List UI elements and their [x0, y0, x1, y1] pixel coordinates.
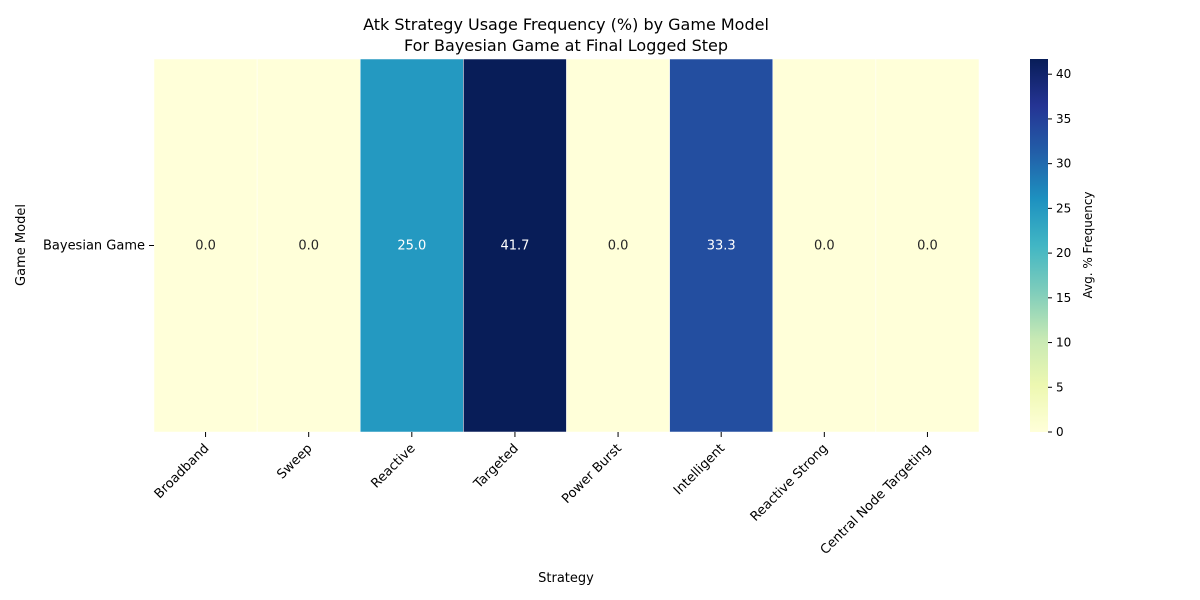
colorbar-tick-label: 35	[1056, 112, 1071, 126]
colorbar	[1030, 59, 1048, 432]
x-tick-label: Targeted	[471, 441, 522, 492]
cell-value-label: 0.0	[814, 239, 835, 254]
heatmap-cell	[256, 58, 361, 433]
x-tick-label: Power Burst	[559, 441, 625, 507]
y-axis-label: Game Model	[14, 204, 29, 286]
heatmap-cell	[669, 58, 773, 433]
x-tick-label: Reactive Strong	[748, 441, 831, 524]
cell-value-label: 0.0	[608, 239, 629, 254]
colorbar-label: Avg. % Frequency	[1081, 191, 1095, 298]
colorbar-ticks: 0 5 10 15 20 25 30 35 40	[1048, 67, 1071, 439]
x-tick-label: Central Node Targeting	[818, 441, 935, 558]
colorbar-tick-label: 25	[1056, 201, 1071, 215]
chart-subtitle: For Bayesian Game at Final Logged Step	[404, 36, 728, 55]
colorbar-tick-label: 30	[1056, 157, 1071, 171]
x-axis: Broadband Sweep Reactive Targeted Power Burs…	[152, 432, 935, 558]
chart-title: Atk Strategy Usage Frequency (%) by Game…	[363, 15, 769, 34]
x-tick-label: Reactive	[368, 441, 418, 491]
cell-value-label: 0.0	[298, 239, 319, 254]
cell-value-label: 41.7	[500, 239, 529, 254]
x-tick-label: Intelligent	[671, 441, 728, 498]
cell-value-label: 0.0	[195, 239, 216, 254]
heatmap-cell	[463, 58, 567, 433]
colorbar-tick-label: 5	[1056, 380, 1064, 394]
colorbar-tick-label: 15	[1056, 291, 1071, 305]
colorbar-tick-label: 40	[1056, 67, 1071, 81]
x-tick-label: Sweep	[274, 441, 315, 482]
x-tick-label: Broadband	[152, 441, 213, 502]
colorbar-tick-label: 0	[1056, 425, 1064, 439]
cell-value-label: 25.0	[397, 239, 426, 254]
heatmap-cell	[566, 58, 670, 433]
heatmap-cell	[772, 58, 877, 433]
heatmap-cells: 0.0 0.0 25.0 41.7 0.0 33.3 0.0 0.0	[153, 58, 980, 433]
heatmap-cell	[875, 58, 980, 433]
y-axis: Bayesian Game	[43, 239, 154, 254]
heatmap-cell	[360, 58, 464, 433]
x-axis-label: Strategy	[538, 571, 594, 586]
colorbar-tick-label: 20	[1056, 246, 1071, 260]
colorbar-tick-label: 10	[1056, 336, 1071, 350]
y-tick-label: Bayesian Game	[43, 239, 145, 254]
cell-value-label: 33.3	[707, 239, 736, 254]
cell-value-label: 0.0	[917, 239, 938, 254]
heatmap-cell	[153, 58, 258, 433]
